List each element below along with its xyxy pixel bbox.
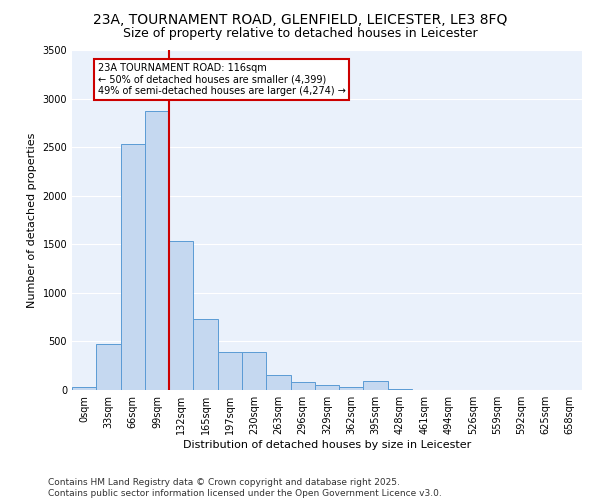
Bar — [145, 111, 169, 390]
Text: Size of property relative to detached houses in Leicester: Size of property relative to detached ho… — [122, 28, 478, 40]
Bar — [388, 389, 412, 390]
Bar — [266, 375, 290, 390]
Bar — [242, 352, 266, 390]
Bar — [364, 382, 388, 390]
Bar — [315, 384, 339, 390]
Bar — [339, 387, 364, 390]
Bar — [218, 352, 242, 390]
Text: 23A, TOURNAMENT ROAD, GLENFIELD, LEICESTER, LE3 8FQ: 23A, TOURNAMENT ROAD, GLENFIELD, LEICEST… — [93, 12, 507, 26]
Bar — [96, 344, 121, 390]
Text: Contains HM Land Registry data © Crown copyright and database right 2025.
Contai: Contains HM Land Registry data © Crown c… — [48, 478, 442, 498]
X-axis label: Distribution of detached houses by size in Leicester: Distribution of detached houses by size … — [183, 440, 471, 450]
Bar — [121, 144, 145, 390]
Text: 23A TOURNAMENT ROAD: 116sqm
← 50% of detached houses are smaller (4,399)
49% of : 23A TOURNAMENT ROAD: 116sqm ← 50% of det… — [97, 62, 346, 96]
Y-axis label: Number of detached properties: Number of detached properties — [27, 132, 37, 308]
Bar — [72, 387, 96, 390]
Bar — [193, 319, 218, 390]
Bar — [290, 382, 315, 390]
Bar — [169, 242, 193, 390]
